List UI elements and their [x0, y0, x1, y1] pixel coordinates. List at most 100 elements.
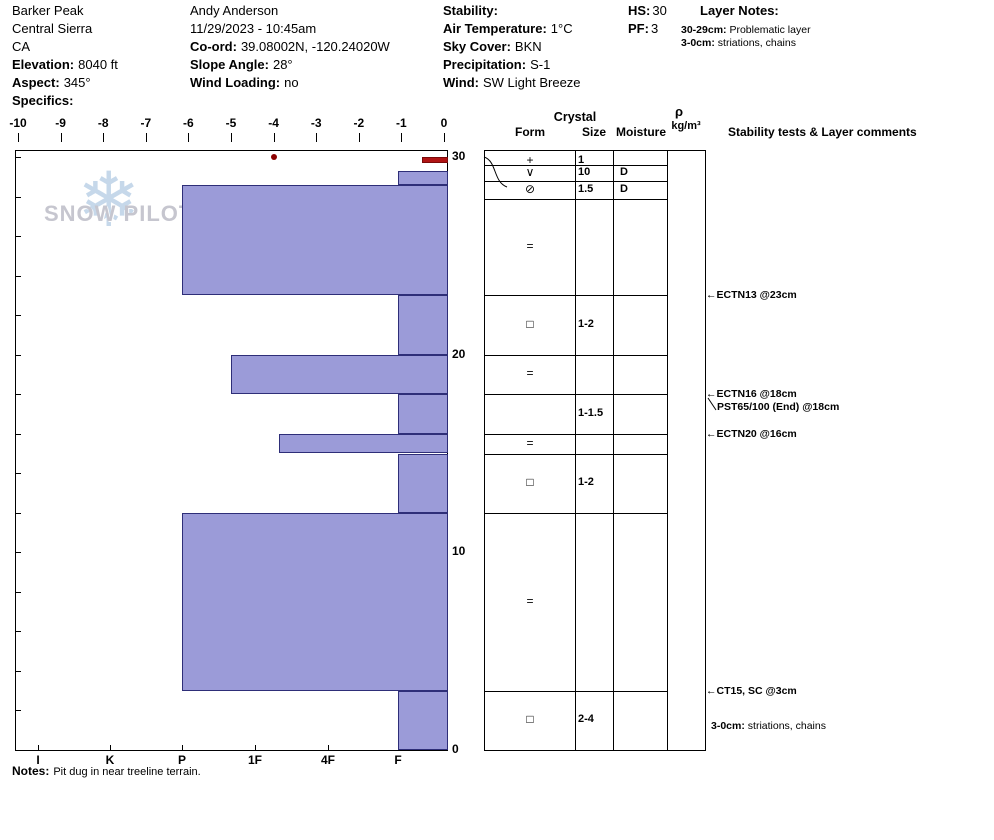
conditions-block: Stability: Air Temperature: 1°C Sky Cover… — [443, 2, 581, 92]
grain-form-symbol: □ — [526, 712, 534, 727]
sky-cover-label: Sky Cover: — [443, 39, 511, 54]
depth-tick-label: 0 — [452, 742, 459, 756]
stability-test-result: ←ECTN16 @18cm — [706, 388, 797, 400]
stability-test-result: ←CT15, SC @3cm — [706, 685, 797, 697]
hs-value: 30 — [652, 3, 667, 18]
temp-tick-label: -6 — [183, 116, 194, 130]
crystal-header: Crystal — [553, 110, 597, 124]
table-vline — [667, 150, 668, 751]
layer-note-2-text: striations, chains — [717, 37, 796, 49]
table-row-line — [484, 454, 667, 455]
temp-tick-mark — [145, 133, 147, 142]
hardness-tick-label: K — [105, 753, 115, 767]
grain-form-symbol: = — [526, 435, 534, 450]
snow-layer-bar — [231, 354, 448, 395]
layer-note-2-range: 3-0cm: — [681, 37, 715, 49]
grain-form-symbol: = — [526, 366, 534, 381]
table-row-line — [484, 181, 667, 182]
elevation-label: Elevation: — [12, 57, 75, 72]
temp-tick-mark — [188, 133, 190, 142]
depth-tick-mark — [16, 394, 21, 395]
form-header: Form — [515, 125, 545, 139]
hardness-tick-label: 4F — [320, 753, 336, 767]
air-temp-field: Air Temperature: 1°C — [443, 20, 581, 38]
depth-tick-mark — [16, 157, 21, 158]
temp-tick-label: -7 — [140, 116, 152, 130]
notes-row: Notes: Pit dug in near treeline terrain. — [12, 764, 201, 778]
temp-tick-mark — [60, 133, 62, 142]
temp-tick-mark — [316, 133, 318, 142]
grain-moisture-value: D — [620, 165, 628, 178]
temp-tick-label: -2 — [353, 116, 365, 130]
table-row-line — [484, 434, 667, 435]
depth-tick-label: 10 — [452, 544, 466, 559]
site-region: Central Sierra — [12, 21, 93, 36]
table-vline — [705, 150, 706, 751]
site-info-block: Barker Peak Central Sierra CA Elevation:… — [12, 2, 118, 110]
table-row-line — [484, 165, 667, 166]
observer-name: Andy Anderson — [190, 3, 279, 18]
grain-form-symbol: = — [526, 238, 534, 253]
depth-tick-mark — [16, 315, 21, 316]
snow-layer-bar — [279, 433, 448, 454]
depth-tick-label: 30 — [452, 149, 466, 163]
precip-value: S-1 — [530, 57, 551, 72]
sky-cover-value: BKN — [514, 39, 542, 54]
snow-layer-bar-problematic — [422, 157, 448, 163]
aspect-label: Aspect: — [12, 75, 60, 90]
grain-form-symbol: ⊘ — [524, 181, 536, 196]
site-aspect: Aspect: 345° — [12, 74, 118, 92]
site-name: Barker Peak — [12, 3, 84, 18]
hardness-axis-line — [15, 750, 448, 751]
wind-loading: Wind Loading: no — [190, 74, 390, 92]
hardness-tick-mark — [38, 745, 39, 750]
table-row-line — [484, 513, 667, 514]
snowpilot-watermark: ❄ SNOW PILOT — [40, 161, 225, 257]
watermark-text: SNOW PILOT — [44, 201, 194, 226]
temp-tick-label: -4 — [268, 116, 279, 130]
temp-tick-label: -8 — [97, 116, 109, 130]
snow-layer-bar — [398, 394, 448, 434]
depth-tick-mark — [16, 592, 21, 593]
temp-tick-mark — [273, 133, 275, 142]
pf-field: PF: 3 — [628, 20, 667, 38]
pf-label: PF: — [628, 21, 649, 36]
depth-tick-mark — [16, 552, 21, 553]
snow-layer-bar — [398, 453, 448, 513]
stability-test-result: ←ECTN20 @16cm — [706, 428, 797, 440]
test-label: ECTN20 @16cm — [716, 427, 797, 440]
site-specifics: Specifics: — [12, 92, 118, 110]
pf-value: 3 — [650, 21, 659, 36]
depth-tick-mark — [16, 750, 21, 751]
layer-comment-text: striations, chains — [744, 720, 826, 733]
depth-tick-mark — [16, 434, 21, 435]
table-row-line — [484, 199, 667, 200]
temp-tick-label: -5 — [225, 116, 237, 130]
depth-tick-mark — [16, 236, 21, 237]
temp-tick-label: -9 — [55, 116, 66, 130]
sky-cover-field: Sky Cover: BKN — [443, 38, 581, 56]
snowflake-icon: ❄ — [77, 158, 141, 243]
hardness-tick-label: 1F — [247, 753, 263, 767]
temp-tick-mark — [18, 133, 19, 142]
hardness-tick-mark — [328, 745, 329, 750]
temp-tick-mark — [401, 133, 403, 142]
wind-loading-value: no — [284, 75, 299, 90]
stability-tests-header: Stability tests & Layer comments — [728, 125, 917, 139]
pit-datetime: 11/29/2023 - 10:45am — [190, 21, 317, 36]
grain-size-value: 1-2 — [578, 476, 594, 489]
depth-tick-mark — [16, 513, 21, 514]
table-vline — [575, 150, 576, 751]
table-vline — [484, 150, 485, 751]
snow-layer-bar — [398, 295, 448, 355]
snow-layer-bar — [182, 184, 448, 296]
test-depth-arrow-icon: ← — [706, 684, 717, 697]
layer-note-1-text: Problematic layer — [729, 24, 811, 36]
grain-size-value: 10 — [578, 165, 591, 178]
hardness-tick-label: F — [394, 753, 402, 767]
grain-size-value: 1-2 — [578, 318, 594, 331]
density-header: ρ — [674, 104, 684, 119]
notes-text: Pit dug in near treeline terrain. — [53, 766, 201, 778]
